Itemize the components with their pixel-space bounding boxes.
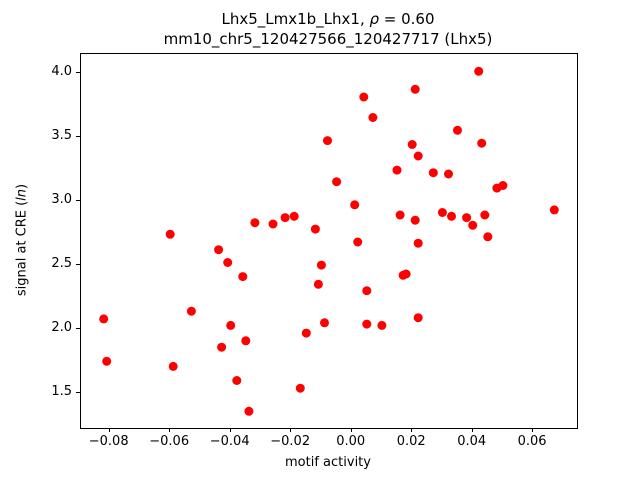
x-tick-mark <box>290 428 292 432</box>
y-tick-label: 4.0 <box>51 63 72 79</box>
scatter-point <box>498 181 508 190</box>
x-tick-label: 0.00 <box>336 434 366 449</box>
scatter-point <box>447 211 456 221</box>
scatter-point <box>359 92 369 102</box>
scatter-point <box>413 151 423 161</box>
y-tick-mark <box>76 199 80 201</box>
y-axis-label-text: signal at CRE ( <box>14 200 30 297</box>
scatter-point <box>428 168 438 178</box>
scatter-point <box>477 138 487 148</box>
plot-area <box>80 53 578 429</box>
scatter-point <box>316 260 326 270</box>
x-tick-label: −0.04 <box>209 434 250 449</box>
y-tick-mark <box>76 264 80 266</box>
scatter-point <box>368 113 378 122</box>
scatter-point <box>310 224 320 234</box>
y-tick-label: 2.5 <box>51 256 72 272</box>
scatter-point <box>462 213 472 223</box>
scatter-point <box>168 361 178 371</box>
x-tick-label: −0.08 <box>88 434 129 449</box>
x-tick-label: 0.06 <box>517 434 547 449</box>
x-tick-mark <box>471 428 473 432</box>
x-tick-label: −0.06 <box>149 434 190 449</box>
scatter-point <box>353 237 363 247</box>
x-tick-label: 0.04 <box>457 434 487 449</box>
scatter-point <box>474 66 484 76</box>
scatter-point <box>295 383 305 393</box>
y-axis-label: signal at CRE (ln) <box>15 184 30 296</box>
scatter-point <box>241 336 251 346</box>
scatter-point <box>549 205 559 215</box>
scatter-point <box>453 125 462 135</box>
scatter-point <box>332 177 342 187</box>
scatter-point <box>395 210 405 220</box>
scatter-point <box>437 208 447 217</box>
scatter-point <box>407 140 417 149</box>
y-axis-label-close: ) <box>14 183 30 189</box>
scatter-point <box>413 313 423 323</box>
scatter-point <box>401 269 411 279</box>
x-tick-mark <box>411 428 413 432</box>
scatter-point <box>186 306 196 316</box>
title-correlation-value: = 0.60 <box>379 10 435 28</box>
scatter-point <box>320 318 329 328</box>
scatter-point <box>468 220 478 230</box>
y-tick-mark <box>76 135 80 137</box>
scatter-point <box>250 218 260 228</box>
scatter-point <box>165 229 175 239</box>
scatter-point <box>362 319 372 329</box>
y-tick-mark <box>76 71 80 73</box>
y-tick-label: 1.5 <box>51 384 72 400</box>
x-tick-mark <box>108 428 110 432</box>
x-tick-label: −0.02 <box>270 434 311 449</box>
title-text: Lhx5_Lmx1b_Lhx1, <box>221 10 370 28</box>
rho-symbol: ρ <box>369 10 380 28</box>
scatter-point <box>214 245 224 255</box>
scatter-point <box>280 213 290 223</box>
y-tick-label: 3.5 <box>51 127 72 143</box>
scatter-point <box>244 406 254 416</box>
x-tick-mark <box>532 428 534 432</box>
y-tick-label: 2.0 <box>51 320 72 336</box>
scatter-point <box>483 232 493 242</box>
scatter-point <box>350 200 360 210</box>
x-tick-mark <box>350 428 352 432</box>
scatter-point <box>301 328 311 338</box>
scatter-point <box>444 169 453 179</box>
scatter-point <box>313 279 323 289</box>
y-axis-label-ln: ln <box>14 188 30 201</box>
scatter-point <box>410 215 420 225</box>
x-axis-label: motif activity <box>285 455 371 470</box>
scatter-point <box>232 376 242 385</box>
y-tick-label: 3.0 <box>51 191 72 207</box>
y-tick-mark <box>76 392 80 394</box>
scatter-point <box>238 272 248 282</box>
scatter-point <box>480 210 490 220</box>
chart-title-line1: Lhx5_Lmx1b_Lhx1, ρ = 0.60 <box>80 9 576 29</box>
scatter-point <box>217 342 227 352</box>
scatter-point <box>323 136 332 146</box>
scatter-points-layer <box>99 66 559 416</box>
x-tick-mark <box>229 428 231 432</box>
scatter-point <box>377 320 387 330</box>
x-tick-mark <box>169 428 171 432</box>
x-tick-label: 0.02 <box>396 434 426 449</box>
scatter-point <box>226 320 236 330</box>
scatter-point <box>413 238 423 248</box>
y-tick-mark <box>76 328 80 330</box>
scatter-point <box>268 219 278 229</box>
chart-title: Lhx5_Lmx1b_Lhx1, ρ = 0.60 mm10_chr5_1204… <box>80 9 576 49</box>
chart-title-line2: mm10_chr5_120427566_120427717 (Lhx5) <box>163 30 493 48</box>
scatter-point <box>99 314 109 324</box>
scatter-point <box>392 165 402 175</box>
scatter-point <box>102 356 112 366</box>
scatter-point <box>362 286 372 296</box>
scatter-point <box>223 258 233 267</box>
scatter-point <box>289 211 299 221</box>
scatter-point <box>410 84 420 94</box>
